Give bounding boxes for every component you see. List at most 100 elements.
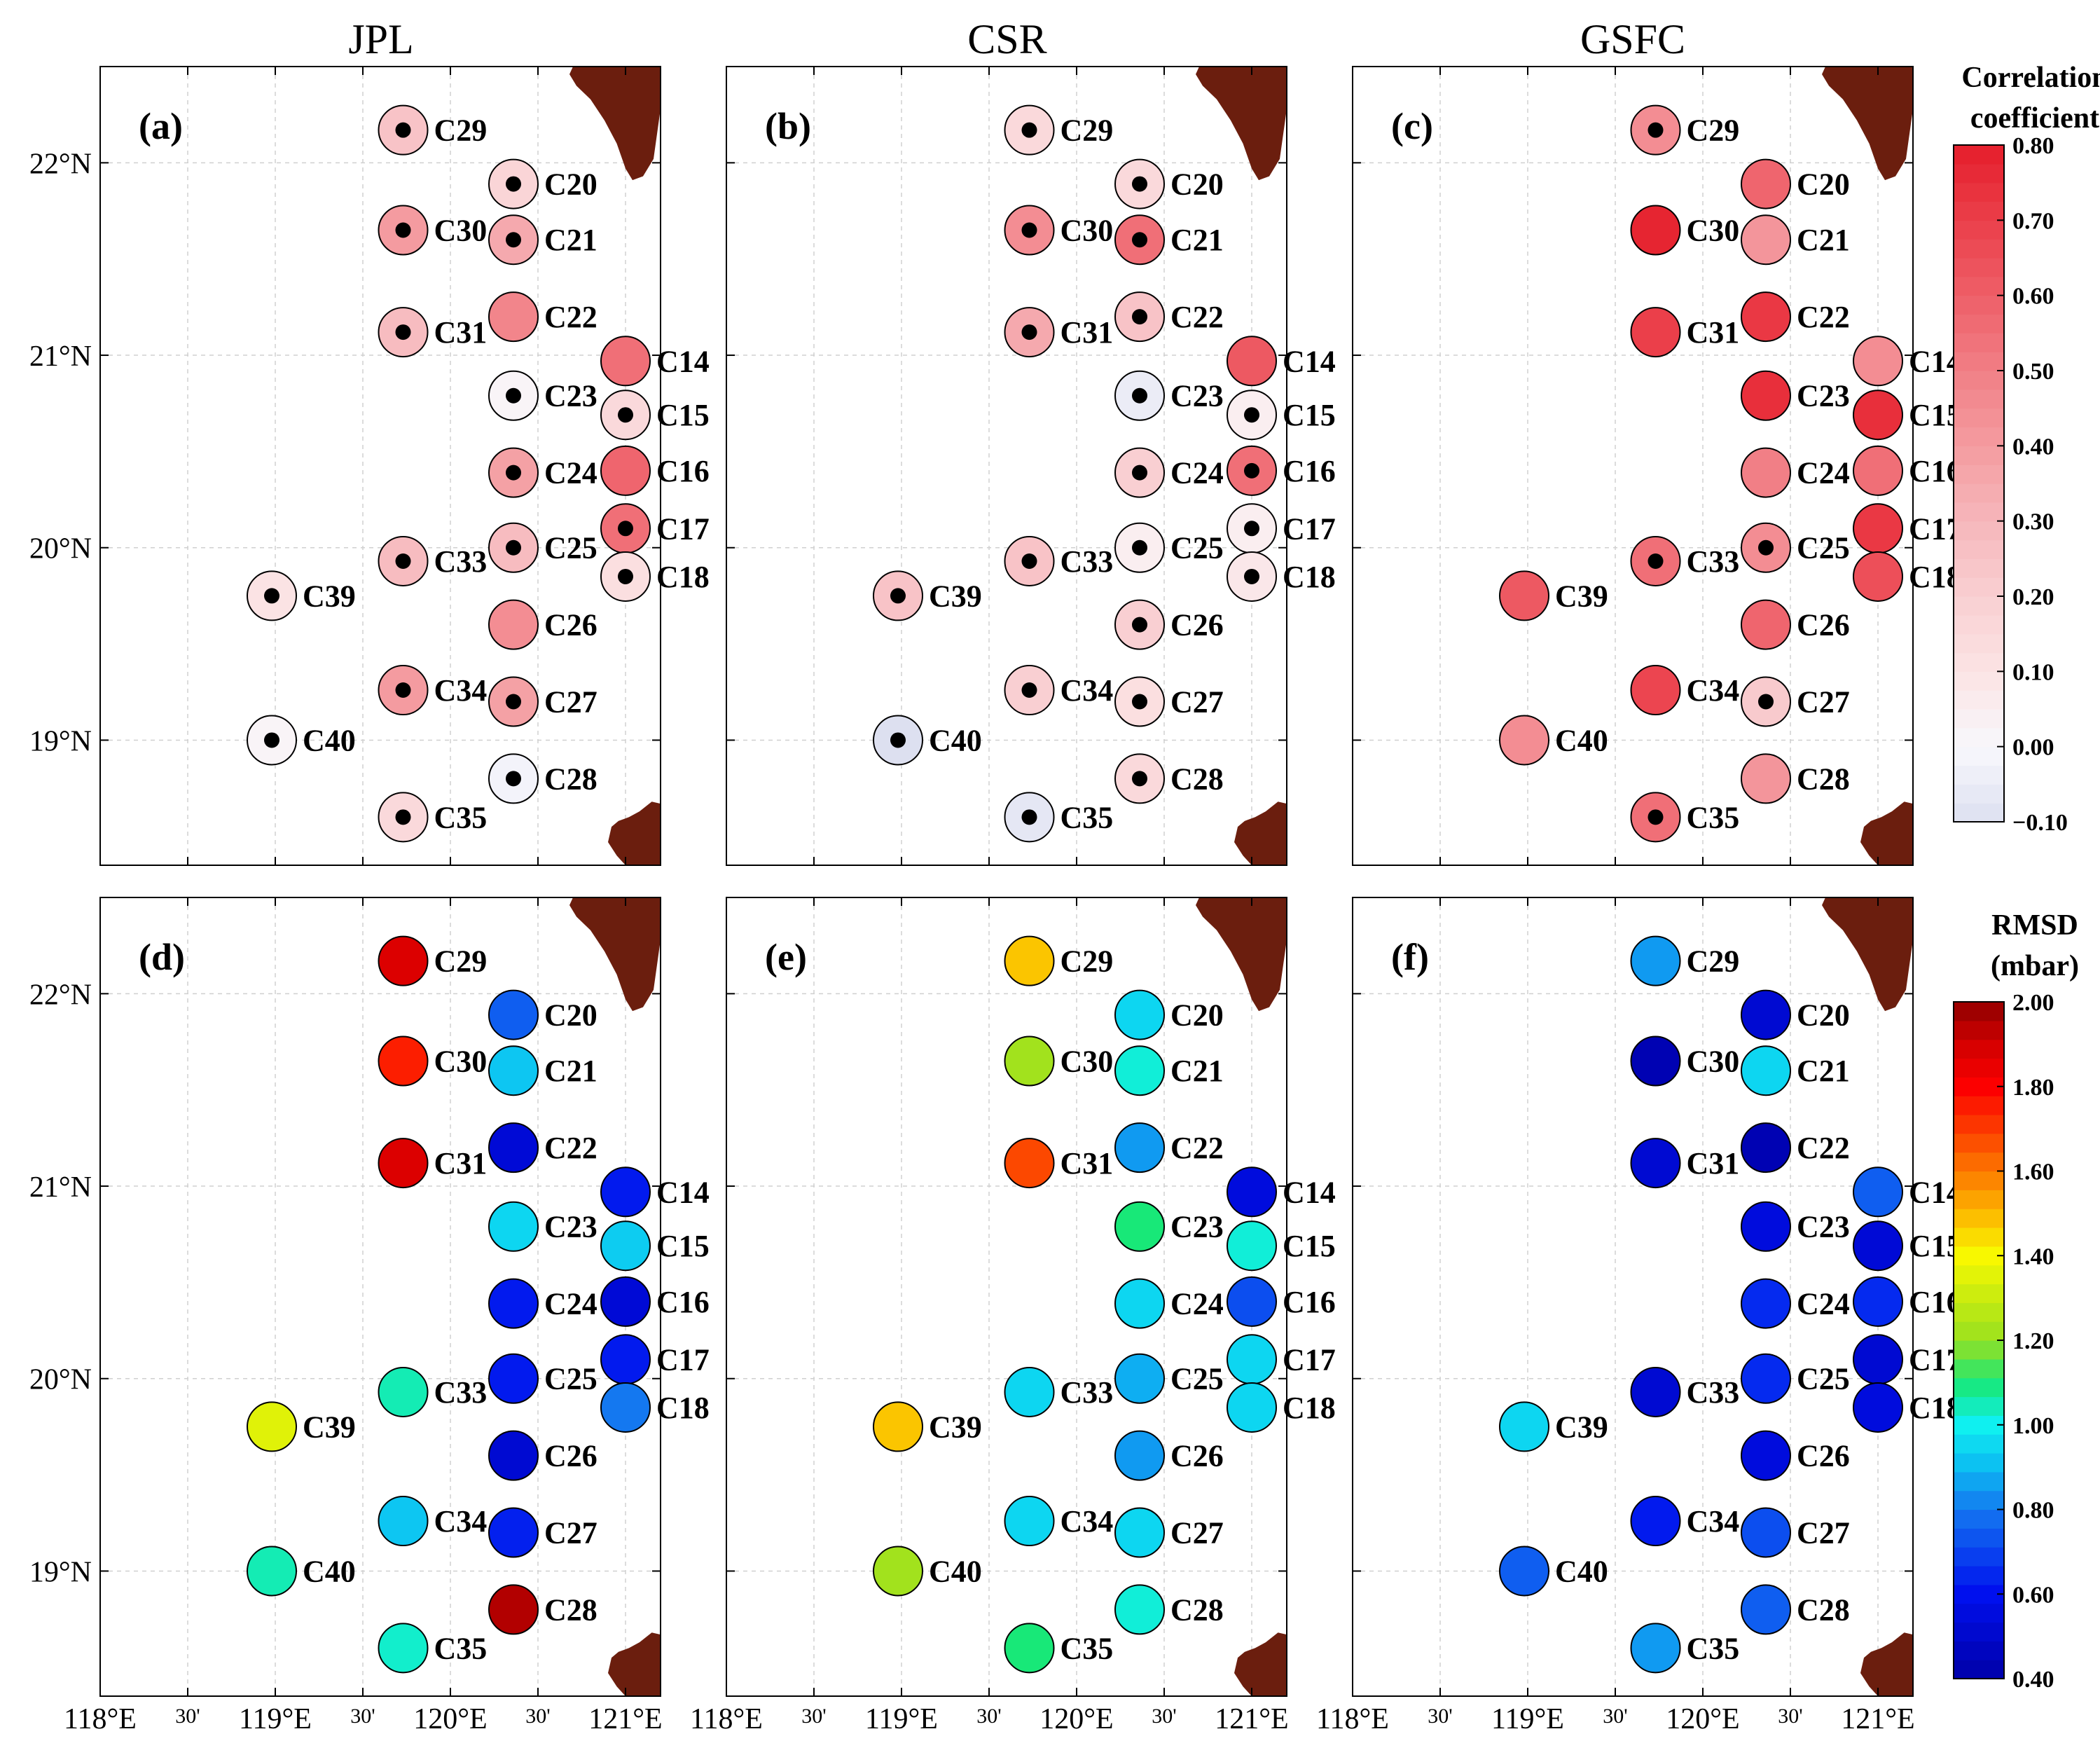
station-marker-C23 (1114, 1201, 1165, 1252)
land-luzon (1860, 1632, 1913, 1696)
significance-dot-C40 (890, 732, 906, 748)
station-label-C29: C29 (1687, 944, 1740, 979)
station-label-C18: C18 (656, 1391, 710, 1425)
station-marker-C34 (1630, 1496, 1681, 1547)
station-label-C15: C15 (656, 1229, 710, 1263)
station-label-C14: C14 (1283, 1175, 1336, 1209)
significance-dot-C18 (618, 568, 633, 584)
x-tick-label: 119°E (239, 1703, 312, 1735)
significance-dot-C29 (1021, 122, 1037, 138)
colorbar-rmsd-swatch (1954, 1265, 2004, 1285)
station-label-C27: C27 (544, 685, 597, 720)
station-label-C26: C26 (1797, 608, 1850, 642)
colorbar-correlation-swatch (1954, 521, 2004, 541)
colorbar-correlation-swatch (1954, 652, 2004, 672)
colorbar-correlation-swatch (1954, 558, 2004, 578)
station-marker-C24 (1741, 447, 1791, 498)
colorbar-rmsd-swatch (1954, 1002, 2004, 1021)
colorbar-rmsd-swatch (1954, 1547, 2004, 1567)
station-marker-C31 (1630, 307, 1681, 358)
station-marker-C30 (1004, 1035, 1055, 1087)
colorbar-rmsd-swatch (1954, 1528, 2004, 1548)
station-marker-C15 (1853, 390, 1903, 441)
axis-ticks: 22°N 21°N 20°N 19°N 22°N 21°N 20°N 19°N 118°E 30'… (29, 148, 1915, 1735)
significance-dot-C27 (506, 694, 521, 710)
colorbar-rmsd-title-2: (mbar) (1991, 950, 2079, 982)
station-label-C17: C17 (656, 1342, 710, 1377)
colorbar-correlation-swatch (1954, 709, 2004, 729)
land-taiwan (1822, 67, 1913, 181)
station-label-C24: C24 (1797, 1287, 1850, 1321)
station-label-C31: C31 (434, 1146, 488, 1181)
station-marker-C27 (1741, 1507, 1791, 1558)
station-label-C39: C39 (303, 1410, 356, 1444)
colorbar-rmsd-swatch (1954, 1340, 2004, 1360)
colorbar-correlation-swatch (1954, 671, 2004, 691)
station-label-C28: C28 (1170, 762, 1224, 796)
station-label-C20: C20 (544, 998, 597, 1033)
station-marker-C14 (1853, 336, 1903, 387)
colorbar-correlation-swatch (1954, 633, 2004, 654)
station-marker-C15 (1853, 1220, 1903, 1272)
y-tick-label: 21°N (29, 1171, 92, 1204)
station-label-C33: C33 (434, 544, 488, 579)
significance-dot-C28 (506, 771, 521, 787)
station-label-C25: C25 (544, 1362, 597, 1396)
x-tick-label: 121°E (1841, 1703, 1914, 1735)
station-label-C24: C24 (1797, 456, 1850, 490)
station-marker-C22 (488, 291, 539, 343)
station-label-C30: C30 (1061, 213, 1114, 247)
station-marker-C40 (873, 1546, 923, 1597)
station-marker-C23 (1741, 1201, 1791, 1252)
station-label-C40: C40 (1555, 723, 1608, 757)
y-tick-label: 19°N (29, 1556, 92, 1588)
station-label-C23: C23 (544, 379, 597, 413)
y-tick-label: 22°N (29, 979, 92, 1011)
station-label-C39: C39 (929, 579, 982, 613)
colorbar-rmsd-swatch (1954, 1396, 2004, 1416)
station-marker-C17 (1227, 1334, 1277, 1385)
colorbar-rmsd-swatch (1954, 1133, 2004, 1153)
land-taiwan (1822, 897, 1913, 1012)
significance-dot-C35 (1647, 809, 1664, 825)
land-luzon (1234, 801, 1287, 865)
station-marker-C30 (378, 1035, 429, 1087)
x-tick-label: 30' (350, 1705, 375, 1728)
colorbar-rmsd-swatch (1954, 1415, 2004, 1435)
station-label-C27: C27 (1797, 1516, 1850, 1550)
station-label-C23: C23 (1797, 1210, 1850, 1244)
colorbar-correlation-swatch (1954, 577, 2004, 597)
significance-dot-C30 (395, 222, 411, 238)
station-marker-C23 (1741, 370, 1791, 421)
colorbar-rmsd-swatch (1954, 1358, 2004, 1379)
colorbar-rmsd-tick-label: 1.00 (2012, 1413, 2054, 1439)
station-label-C35: C35 (1687, 1631, 1740, 1665)
x-tick-label: 30' (525, 1705, 550, 1728)
station-marker-C21 (1741, 214, 1791, 266)
colorbar-rmsd-tick-label: 1.80 (2012, 1075, 2054, 1101)
x-tick-label: 118°E (690, 1703, 763, 1735)
station-label-C27: C27 (1797, 685, 1850, 720)
station-marker-C28 (488, 1584, 539, 1635)
station-label-C40: C40 (303, 723, 356, 757)
significance-dot-C26 (1132, 617, 1147, 633)
station-label-C35: C35 (1061, 800, 1114, 834)
colorbar-correlation-swatch (1954, 483, 2004, 503)
panel-frame (1352, 66, 1914, 866)
station-marker-C22 (488, 1122, 539, 1174)
station-label-C22: C22 (1170, 1131, 1224, 1165)
station-label-C27: C27 (1170, 1516, 1224, 1550)
station-marker-C18 (1227, 1382, 1277, 1433)
colorbar-correlation-swatch (1954, 446, 2004, 465)
station-marker-C33 (378, 1366, 429, 1417)
station-marker-C24 (1114, 1278, 1165, 1329)
station-label-C14: C14 (656, 1175, 710, 1209)
station-label-C24: C24 (1170, 456, 1224, 490)
station-label-C33: C33 (1061, 1375, 1114, 1410)
station-label-C25: C25 (1170, 1362, 1224, 1396)
colorbar-rmsd-tick-label: 2.00 (2012, 990, 2054, 1016)
station-label-C18: C18 (1283, 560, 1336, 594)
station-marker-C22 (1741, 291, 1791, 343)
station-label-C25: C25 (544, 531, 597, 565)
colorbar-correlation-swatch (1954, 239, 2004, 259)
